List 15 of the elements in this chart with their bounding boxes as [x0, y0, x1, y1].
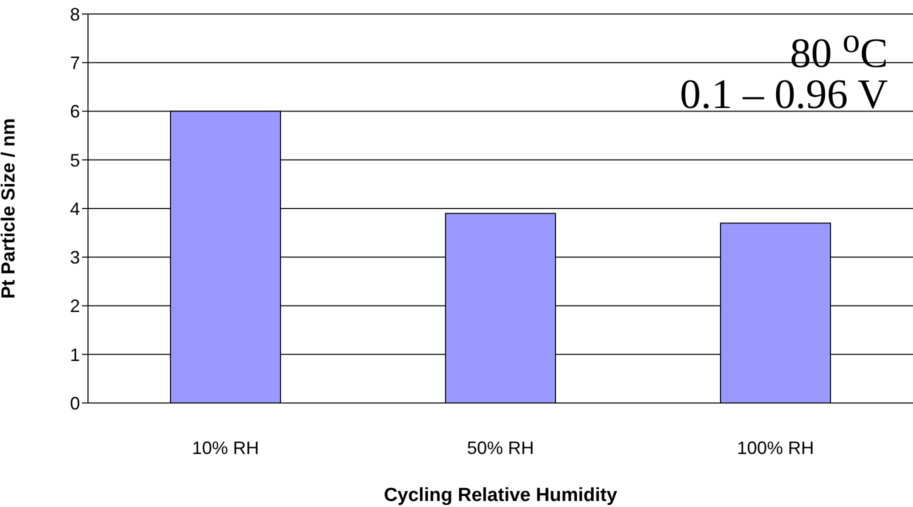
y-axis-title: Pt Particle Size / nm — [0, 118, 20, 299]
y-tick-label: 5 — [70, 150, 80, 170]
x-tick-label: 50% RH — [466, 438, 534, 458]
y-tick-label: 0 — [70, 393, 80, 414]
y-tick-label: 7 — [70, 53, 80, 74]
y-tick-label: 2 — [70, 296, 80, 316]
annotation: 0.1 – 0.96 V — [680, 71, 888, 120]
x-tick-label: 10% RH — [192, 438, 260, 458]
y-tick-label: 8 — [70, 4, 80, 24]
y-tick-label: 4 — [70, 198, 80, 219]
x-tick-label: 100% RH — [736, 438, 814, 458]
x-axis-title: Cycling Relative Humidity — [384, 485, 618, 506]
y-tick-label: 6 — [70, 102, 80, 122]
y-tick-label: 1 — [70, 344, 80, 365]
y-tick-label: 3 — [70, 248, 80, 268]
